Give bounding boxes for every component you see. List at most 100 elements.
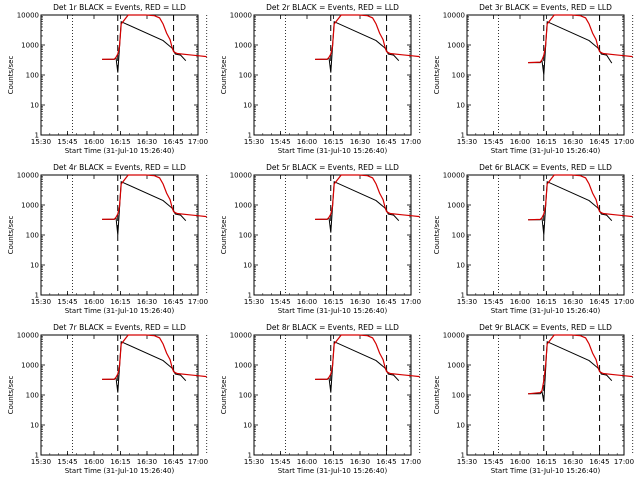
x-tick-label: 17:00 — [614, 138, 634, 146]
plot-frame — [40, 174, 199, 296]
x-tick-label: 16:30 — [137, 458, 157, 466]
x-axis-label: Start Time (31-Jul-10 15:26:40) — [278, 307, 388, 315]
lld-series-line — [528, 174, 633, 221]
lld-series-line — [102, 174, 207, 220]
lld-series-line — [102, 14, 207, 60]
y-axis-label: Counts/sec — [220, 376, 228, 415]
x-axis-label: Start Time (31-Jul-10 15:26:40) — [65, 307, 175, 315]
x-tick-label: 17:00 — [614, 298, 634, 306]
y-tick-label: 1 — [35, 292, 39, 300]
y-tick-label: 10000 — [17, 12, 39, 20]
y-axis-label: Counts/sec — [7, 376, 15, 415]
x-tick-label: 15:30 — [244, 138, 264, 146]
panel-6: Det 6r BLACK = Events, RED = LLD 1 10 100 10… — [433, 163, 634, 315]
x-axis-label: Start Time (31-Jul-10 15:26:40) — [65, 467, 175, 475]
x-tick-label: 16:15 — [110, 458, 130, 466]
y-tick-label: 10 — [30, 262, 39, 270]
plot-frame — [253, 334, 412, 456]
x-tick-label: 16:30 — [350, 458, 370, 466]
x-tick-label: 16:15 — [536, 138, 556, 146]
x-tick-label: 16:15 — [536, 298, 556, 306]
plot-frame — [466, 14, 625, 136]
y-tick-label: 10000 — [230, 172, 252, 180]
x-tick-label: 16:30 — [137, 138, 157, 146]
y-tick-label: 1000 — [234, 362, 252, 370]
x-tick-label: 17:00 — [401, 298, 421, 306]
x-axis-label: Start Time (31-Jul-10 15:26:40) — [491, 147, 601, 155]
x-tick-label: 16:30 — [563, 298, 583, 306]
panel-title: Det 5r BLACK = Events, RED = LLD — [266, 163, 399, 172]
plot-frame — [253, 14, 412, 136]
y-tick-label: 1 — [461, 452, 465, 460]
y-tick-label: 100 — [452, 72, 465, 80]
x-tick-label: 15:45 — [270, 138, 290, 146]
x-tick-label: 16:15 — [110, 298, 130, 306]
y-tick-label: 10 — [30, 102, 39, 110]
x-tick-label: 17:00 — [401, 458, 421, 466]
y-tick-label: 1 — [461, 132, 465, 140]
x-tick-label: 15:30 — [244, 458, 264, 466]
x-tick-label: 15:45 — [483, 138, 503, 146]
x-tick-label: 16:45 — [589, 138, 609, 146]
panel-4: Det 4r BLACK = Events, RED = LLD 1 10 100 10… — [7, 163, 208, 315]
x-tick-label: 16:00 — [297, 298, 317, 306]
y-axis-label: Counts/sec — [433, 376, 441, 415]
x-tick-label: 17:00 — [614, 458, 634, 466]
panel-title: Det 1r BLACK = Events, RED = LLD — [53, 3, 186, 12]
lld-series-line — [315, 14, 420, 60]
x-tick-label: 15:45 — [270, 298, 290, 306]
x-tick-label: 16:45 — [376, 298, 396, 306]
y-axis-label: Counts/sec — [220, 216, 228, 255]
plot-frame — [466, 174, 625, 296]
panel-title: Det 7r BLACK = Events, RED = LLD — [53, 323, 186, 332]
x-tick-label: 15:30 — [31, 138, 51, 146]
y-axis-label: Counts/sec — [7, 56, 15, 95]
x-tick-label: 15:45 — [57, 458, 77, 466]
y-tick-label: 10000 — [443, 12, 465, 20]
y-tick-label: 10 — [30, 422, 39, 430]
panel-2: Det 2r BLACK = Events, RED = LLD 1 10 100 10… — [220, 3, 421, 155]
x-tick-label: 16:30 — [350, 298, 370, 306]
panel-title: Det 6r BLACK = Events, RED = LLD — [479, 163, 612, 172]
lld-series-line — [315, 174, 420, 220]
lld-series-line — [102, 334, 207, 380]
y-tick-label: 1 — [35, 452, 39, 460]
x-tick-label: 16:45 — [163, 458, 183, 466]
y-axis-label: Counts/sec — [433, 56, 441, 95]
y-tick-label: 1000 — [234, 202, 252, 210]
panel-title: Det 4r BLACK = Events, RED = LLD — [53, 163, 186, 172]
x-tick-label: 16:30 — [563, 458, 583, 466]
y-tick-label: 1000 — [21, 42, 39, 50]
y-tick-label: 1 — [248, 132, 252, 140]
x-tick-label: 15:30 — [244, 298, 264, 306]
y-tick-label: 1000 — [447, 42, 465, 50]
y-tick-label: 10000 — [230, 332, 252, 340]
y-tick-label: 1 — [248, 452, 252, 460]
lld-series-line — [528, 334, 633, 395]
y-tick-label: 100 — [239, 392, 252, 400]
y-tick-label: 10 — [243, 422, 252, 430]
y-tick-label: 1000 — [234, 42, 252, 50]
y-tick-label: 10000 — [17, 332, 39, 340]
y-tick-label: 100 — [452, 232, 465, 240]
panel-8: Det 8r BLACK = Events, RED = LLD 1 10 100 10… — [220, 323, 421, 475]
panel-title: Det 3r BLACK = Events, RED = LLD — [479, 3, 612, 12]
x-tick-label: 16:45 — [589, 298, 609, 306]
x-tick-label: 16:15 — [323, 298, 343, 306]
y-tick-label: 1 — [35, 132, 39, 140]
y-tick-label: 10 — [456, 262, 465, 270]
plot-frame — [40, 334, 199, 456]
x-tick-label: 15:45 — [57, 138, 77, 146]
x-axis-label: Start Time (31-Jul-10 15:26:40) — [278, 147, 388, 155]
x-tick-label: 16:30 — [563, 138, 583, 146]
y-tick-label: 100 — [239, 72, 252, 80]
x-axis-label: Start Time (31-Jul-10 15:26:40) — [278, 467, 388, 475]
x-tick-label: 16:00 — [84, 458, 104, 466]
x-tick-label: 15:45 — [57, 298, 77, 306]
x-tick-label: 16:00 — [297, 458, 317, 466]
y-tick-label: 10000 — [230, 12, 252, 20]
panel-3: Det 3r BLACK = Events, RED = LLD 1 10 100 10… — [433, 3, 634, 155]
x-axis-label: Start Time (31-Jul-10 15:26:40) — [65, 147, 175, 155]
x-tick-label: 15:30 — [31, 298, 51, 306]
x-tick-label: 15:30 — [457, 458, 477, 466]
